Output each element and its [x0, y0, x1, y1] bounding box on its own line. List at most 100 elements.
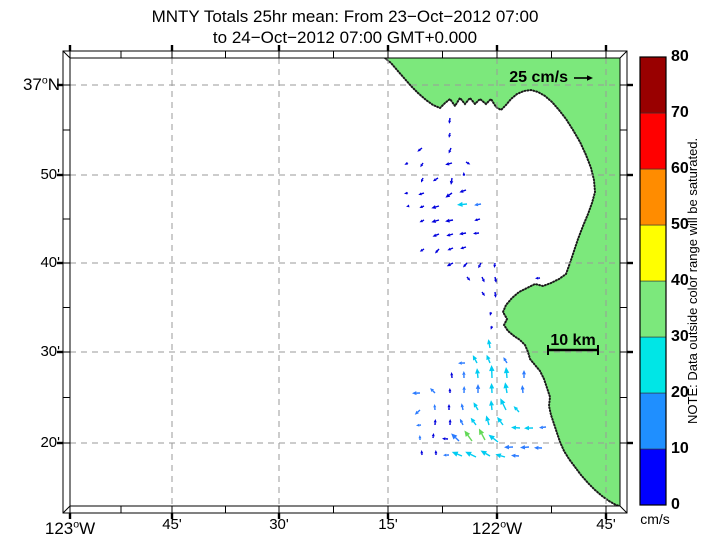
colorbar-tick-label: 20 [671, 384, 689, 401]
vector-tail [460, 421, 464, 426]
current-vector [475, 368, 480, 379]
current-vector [434, 450, 438, 456]
current-vector [520, 445, 530, 450]
current-vector [442, 437, 449, 441]
vector-tail [502, 403, 507, 411]
vector-head [451, 433, 458, 440]
current-vector [511, 425, 521, 430]
vector-head [414, 410, 419, 415]
coastline-stipple [384, 57, 621, 507]
colorbar-tick-label: 60 [671, 160, 689, 177]
vector-head [458, 361, 462, 365]
current-vector [433, 419, 437, 426]
x-tick-label: 15' [378, 516, 398, 533]
current-vector [418, 192, 425, 196]
vector-head [490, 326, 494, 330]
vector-head [493, 294, 497, 298]
current-vector [481, 276, 485, 283]
current-vector [448, 117, 452, 124]
current-vector [447, 247, 454, 251]
current-vector [420, 450, 424, 456]
current-vector [535, 276, 541, 280]
frame-band [620, 51, 627, 513]
vector-head [459, 231, 464, 236]
current-vector [412, 391, 421, 396]
current-vector [574, 75, 593, 81]
vector-head [430, 388, 434, 392]
current-vector [446, 262, 454, 267]
vector-head [420, 163, 424, 168]
vector-tail [449, 262, 454, 266]
vector-head [489, 312, 493, 316]
vector-head [464, 430, 471, 437]
vector-head [447, 404, 451, 408]
current-vector [404, 191, 409, 195]
y-tick-label: 20' [40, 434, 60, 451]
vector-tail [500, 455, 506, 458]
vector-head [460, 246, 464, 250]
vector-head [446, 262, 451, 267]
colorbar-segment [639, 336, 667, 394]
vector-head [448, 120, 452, 124]
vector-head [486, 354, 491, 361]
vector-head [480, 450, 487, 456]
vector-tail [475, 406, 479, 411]
vector-head [406, 204, 410, 208]
vector-head [522, 370, 526, 375]
current-vector [431, 433, 435, 439]
vector-tail [422, 219, 425, 222]
vector-head [511, 425, 517, 430]
current-vector [500, 398, 507, 411]
current-vector [522, 370, 526, 378]
vector-head [432, 233, 437, 237]
vector-tail [449, 219, 454, 222]
vector-head [433, 419, 437, 423]
current-vector [459, 418, 464, 426]
vector-head [434, 450, 438, 454]
vector-head [419, 205, 423, 208]
current-vector [485, 415, 491, 426]
y-tick-label: 50' [40, 166, 60, 183]
current-vector [494, 276, 497, 283]
current-vector [466, 276, 471, 281]
vector-tail [470, 453, 477, 458]
vector-head [539, 425, 543, 430]
y-tick-label: 40' [40, 254, 60, 271]
frame-corner [619, 50, 628, 59]
vector-head [478, 264, 481, 269]
vector-tail [449, 233, 454, 236]
vector-tail [494, 276, 497, 280]
vector-head [449, 180, 454, 185]
current-vector [473, 402, 479, 411]
vector-tail [421, 162, 424, 165]
vector-tail [467, 434, 473, 442]
vector-tail [450, 247, 454, 250]
current-vector [497, 416, 504, 426]
current-vector [431, 205, 440, 209]
vector-tail [499, 420, 504, 426]
vector-tail [464, 262, 468, 266]
current-vector [419, 248, 425, 252]
vector-head [445, 218, 450, 223]
vector-tail [422, 205, 425, 208]
vector-head [524, 425, 529, 431]
vector-head [420, 450, 424, 454]
current-vector [421, 177, 424, 183]
current-vector [462, 371, 466, 379]
vector-tail [488, 343, 491, 349]
vector-head [435, 250, 439, 254]
current-vector [448, 388, 452, 394]
vector-head [481, 292, 485, 297]
current-vector [457, 201, 468, 207]
land-polygon [385, 58, 620, 506]
x-tick-label: 45' [596, 516, 616, 533]
vector-head [489, 383, 495, 389]
vector-tail [449, 147, 452, 151]
vector-head [465, 451, 472, 457]
vector-head [489, 400, 494, 406]
vector-head [459, 189, 464, 193]
colorbar-segment [639, 224, 667, 282]
current-vector [463, 262, 468, 268]
